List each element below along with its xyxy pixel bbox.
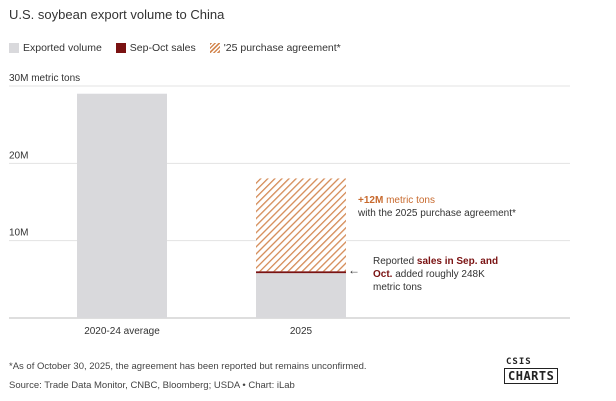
legend-item-agreement: '25 purchase agreement* — [209, 42, 341, 54]
legend-swatch-agreement — [209, 43, 220, 53]
source-credit: Source: Trade Data Monitor, CNBC, Bloomb… — [9, 380, 295, 391]
x-tick-label-0: 2020-24 average — [84, 326, 160, 337]
annotation-sales-rest: added roughly 248K — [392, 269, 485, 280]
legend-swatch-exported — [9, 43, 19, 53]
annotation-sales-bold1: sales in Sep. and — [416, 256, 499, 267]
annotation-sales: Reported sales in Sep. and Oct. added ro… — [373, 255, 498, 294]
annotation-agreement-amount: +12M — [358, 195, 384, 206]
legend-label-exported: Exported volume — [23, 42, 102, 54]
bar-agreement-2025 — [256, 178, 346, 272]
csis-charts-logo: CSIS CHARTS — [504, 357, 568, 387]
annotation-arrow-icon: ← — [348, 263, 360, 277]
annotation-sales-line3: metric tons — [373, 282, 422, 293]
legend-item-sep-oct: Sep-Oct sales — [115, 42, 196, 54]
legend-item-exported: Exported volume — [9, 42, 102, 54]
chart-title: U.S. soybean export volume to China — [9, 7, 225, 22]
legend-swatch-sep-oct — [115, 43, 126, 53]
logo-top-text: CSIS — [506, 357, 532, 367]
bar-exported-2025 — [256, 273, 346, 318]
legend: Exported volume Sep-Oct sales '25 purcha… — [9, 42, 355, 54]
y-tick-label-20: 20M — [9, 150, 28, 161]
legend-label-sep-oct: Sep-Oct sales — [129, 42, 196, 54]
logo-bottom-text: CHARTS — [504, 368, 559, 384]
y-tick-label-10: 10M — [9, 228, 28, 239]
legend-label-agreement: '25 purchase agreement* — [223, 42, 341, 54]
annotation-agreement-unit: metric tons — [383, 195, 435, 206]
y-tick-label-30: 30M metric tons — [9, 73, 80, 84]
annotation-sales-bold2: Oct. — [373, 269, 393, 280]
annotation-agreement: +12M metric tons with the 2025 purchase … — [358, 194, 516, 220]
annotation-sales-pre: Reported — [373, 256, 417, 267]
x-tick-label-1: 2025 — [290, 326, 313, 337]
footnote: *As of October 30, 2025, the agreement h… — [9, 361, 367, 372]
bar-sep-oct-2025 — [256, 271, 346, 274]
annotation-agreement-desc: with the 2025 purchase agreement* — [358, 208, 516, 219]
bar-exported-2020-24 — [77, 93, 167, 318]
